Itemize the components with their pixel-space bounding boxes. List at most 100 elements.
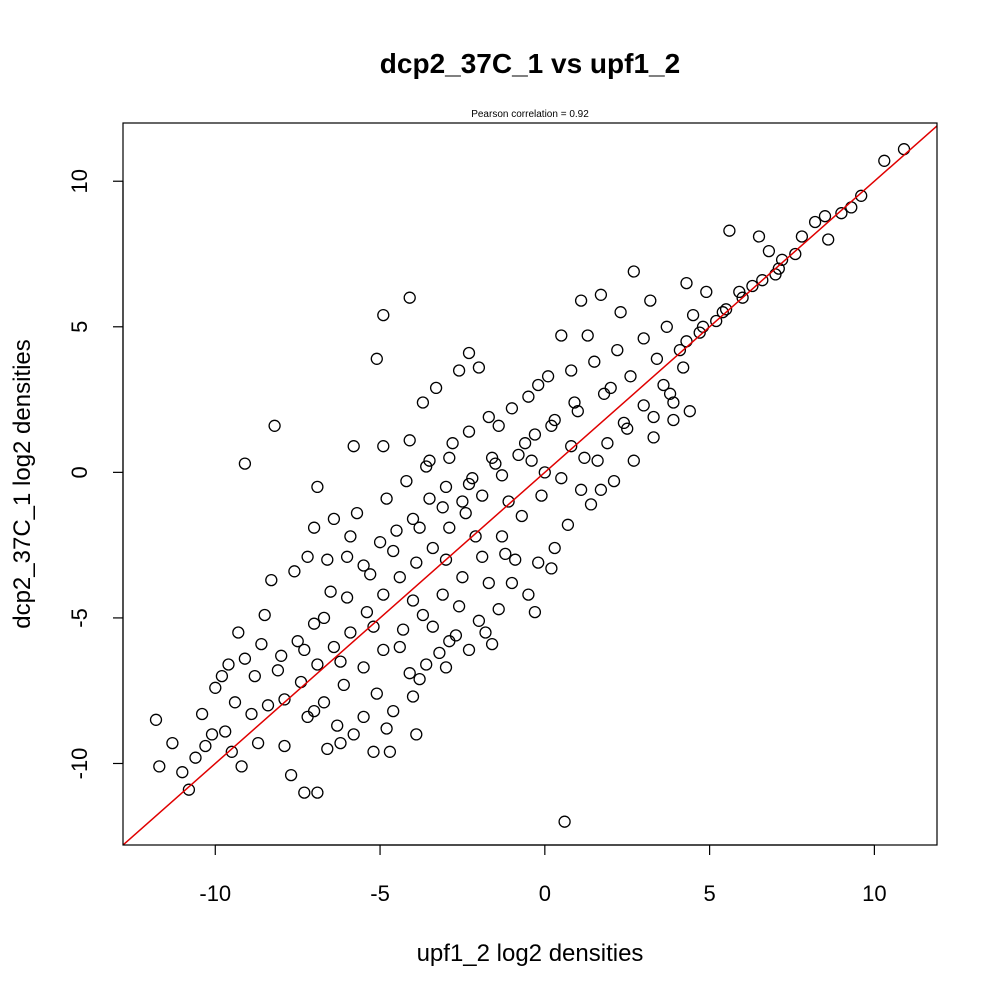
data-point: [545, 562, 558, 575]
data-point: [456, 571, 469, 584]
data-point: [822, 233, 835, 246]
data-point: [317, 696, 331, 709]
data-point: [377, 308, 390, 322]
data-point: [370, 687, 383, 700]
data-point: [443, 521, 456, 534]
data-point: [182, 783, 196, 796]
data-point: [693, 326, 706, 339]
data-point: [307, 617, 321, 630]
data-point: [291, 635, 304, 648]
data-point: [789, 247, 802, 261]
data-point: [835, 207, 848, 220]
data-point: [222, 658, 235, 671]
data-point: [578, 451, 591, 464]
data-point: [255, 637, 268, 651]
data-point: [710, 314, 723, 328]
data-point: [439, 553, 453, 566]
data-point: [584, 498, 598, 511]
data-point: [258, 608, 271, 622]
data-point: [347, 440, 360, 453]
data-point: [317, 611, 331, 625]
data-point: [340, 591, 354, 604]
data-point: [752, 230, 766, 243]
data-point: [597, 387, 611, 400]
data-point: [298, 786, 311, 799]
data-point: [719, 303, 733, 316]
data-point: [522, 588, 535, 601]
data-point: [683, 405, 696, 418]
data-point: [294, 675, 308, 689]
data-point: [532, 378, 545, 392]
data-point: [522, 390, 535, 403]
data-point: [476, 489, 489, 502]
data-point: [205, 728, 219, 741]
data-point: [403, 667, 416, 680]
data-point: [509, 553, 522, 566]
data-point: [594, 483, 608, 496]
data-point: [275, 649, 288, 662]
data-point: [663, 387, 677, 400]
data-point: [667, 396, 680, 409]
data-point: [795, 230, 809, 243]
data-point: [311, 786, 324, 799]
data-point: [393, 640, 406, 654]
data-point: [413, 521, 426, 534]
data-point: [380, 492, 393, 505]
data-point: [462, 643, 476, 657]
data-point: [396, 623, 410, 636]
data-point: [387, 544, 400, 558]
data-point: [364, 568, 377, 581]
data-point: [406, 512, 420, 526]
data-point: [311, 658, 324, 671]
data-point: [429, 381, 443, 395]
data-point: [268, 419, 281, 432]
data-point: [541, 370, 555, 383]
x-tick-label: -10: [199, 881, 231, 906]
data-point: [617, 416, 631, 430]
y-tick-label: -5: [67, 608, 92, 628]
data-point: [736, 291, 749, 304]
data-point: [897, 143, 911, 156]
data-point: [406, 594, 420, 607]
data-point: [482, 576, 495, 590]
data-point: [436, 588, 449, 601]
data-point: [476, 550, 489, 563]
data-point: [462, 477, 476, 491]
data-point: [621, 422, 634, 435]
data-point: [373, 536, 387, 549]
data-point: [209, 681, 222, 694]
data-point: [238, 652, 252, 665]
data-point: [311, 480, 324, 494]
data-point: [565, 440, 578, 453]
data-point: [561, 518, 575, 531]
x-tick-label: 10: [862, 881, 886, 906]
data-point: [410, 728, 423, 741]
data-point: [321, 742, 334, 756]
data-point: [528, 428, 542, 441]
data-point: [485, 451, 499, 464]
data-point: [614, 306, 627, 319]
data-point: [746, 279, 759, 293]
data-point: [452, 364, 466, 377]
data-point: [436, 501, 449, 514]
data-point: [383, 745, 397, 758]
data-point: [505, 402, 519, 415]
data-point: [367, 745, 380, 758]
data-point: [535, 489, 548, 502]
data-point: [420, 658, 433, 671]
data-point: [360, 605, 374, 619]
y-tick-label: 5: [67, 321, 92, 333]
data-point: [327, 512, 341, 526]
data-point: [199, 739, 212, 753]
data-point: [548, 541, 561, 555]
data-point: [479, 626, 492, 639]
data-point: [423, 454, 436, 467]
data-point: [637, 399, 650, 412]
data-point: [855, 189, 868, 202]
data-point: [410, 556, 423, 569]
data-point: [525, 454, 538, 467]
data-point: [505, 576, 519, 590]
data-point: [344, 530, 357, 543]
y-axis-label: dcp2_37C_1 log2 densities: [9, 339, 36, 629]
